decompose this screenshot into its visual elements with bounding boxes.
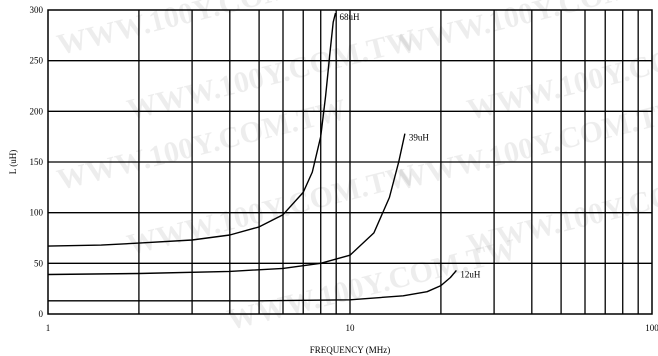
- plot-area-frame: [47, 9, 653, 315]
- x-tick-label: 10: [346, 323, 356, 333]
- grid-lines: [48, 10, 652, 314]
- y-tick-label: 50: [34, 258, 44, 268]
- x-tick-label: 100: [645, 323, 658, 333]
- x-tick-label: 1: [46, 323, 51, 333]
- series-line: [48, 269, 457, 302]
- watermark-text: WWW.100Y.COM.TW: [124, 158, 420, 262]
- y-tick-label: 100: [30, 208, 44, 218]
- series-label: 39uH: [409, 133, 430, 143]
- y-axis-title: L (uH): [8, 150, 18, 174]
- watermark-text: WWW.100Y.COM.TW: [224, 233, 520, 337]
- watermark-layer: WWW.100Y.COM.TW WWW.100Y.COM.TWWWW.100Y.C…: [54, 0, 658, 337]
- y-tick-label: 150: [30, 157, 44, 167]
- series-line: [47, 133, 406, 276]
- y-tick-label: 0: [39, 309, 44, 319]
- y-tick-label: 200: [30, 106, 44, 116]
- series-label: 12uH: [460, 269, 481, 279]
- series-label: 68uH: [339, 12, 360, 22]
- y-tick-label: 300: [30, 5, 44, 15]
- series-layer: 68uH 39uH 12uH: [47, 12, 481, 302]
- series-line: [47, 12, 337, 247]
- y-tick-label: 250: [30, 56, 44, 66]
- x-axis-title: FREQUENCY (MHz): [310, 345, 390, 355]
- tick-labels: 0 50 100 150 200 250 300 1 10 100: [30, 5, 658, 333]
